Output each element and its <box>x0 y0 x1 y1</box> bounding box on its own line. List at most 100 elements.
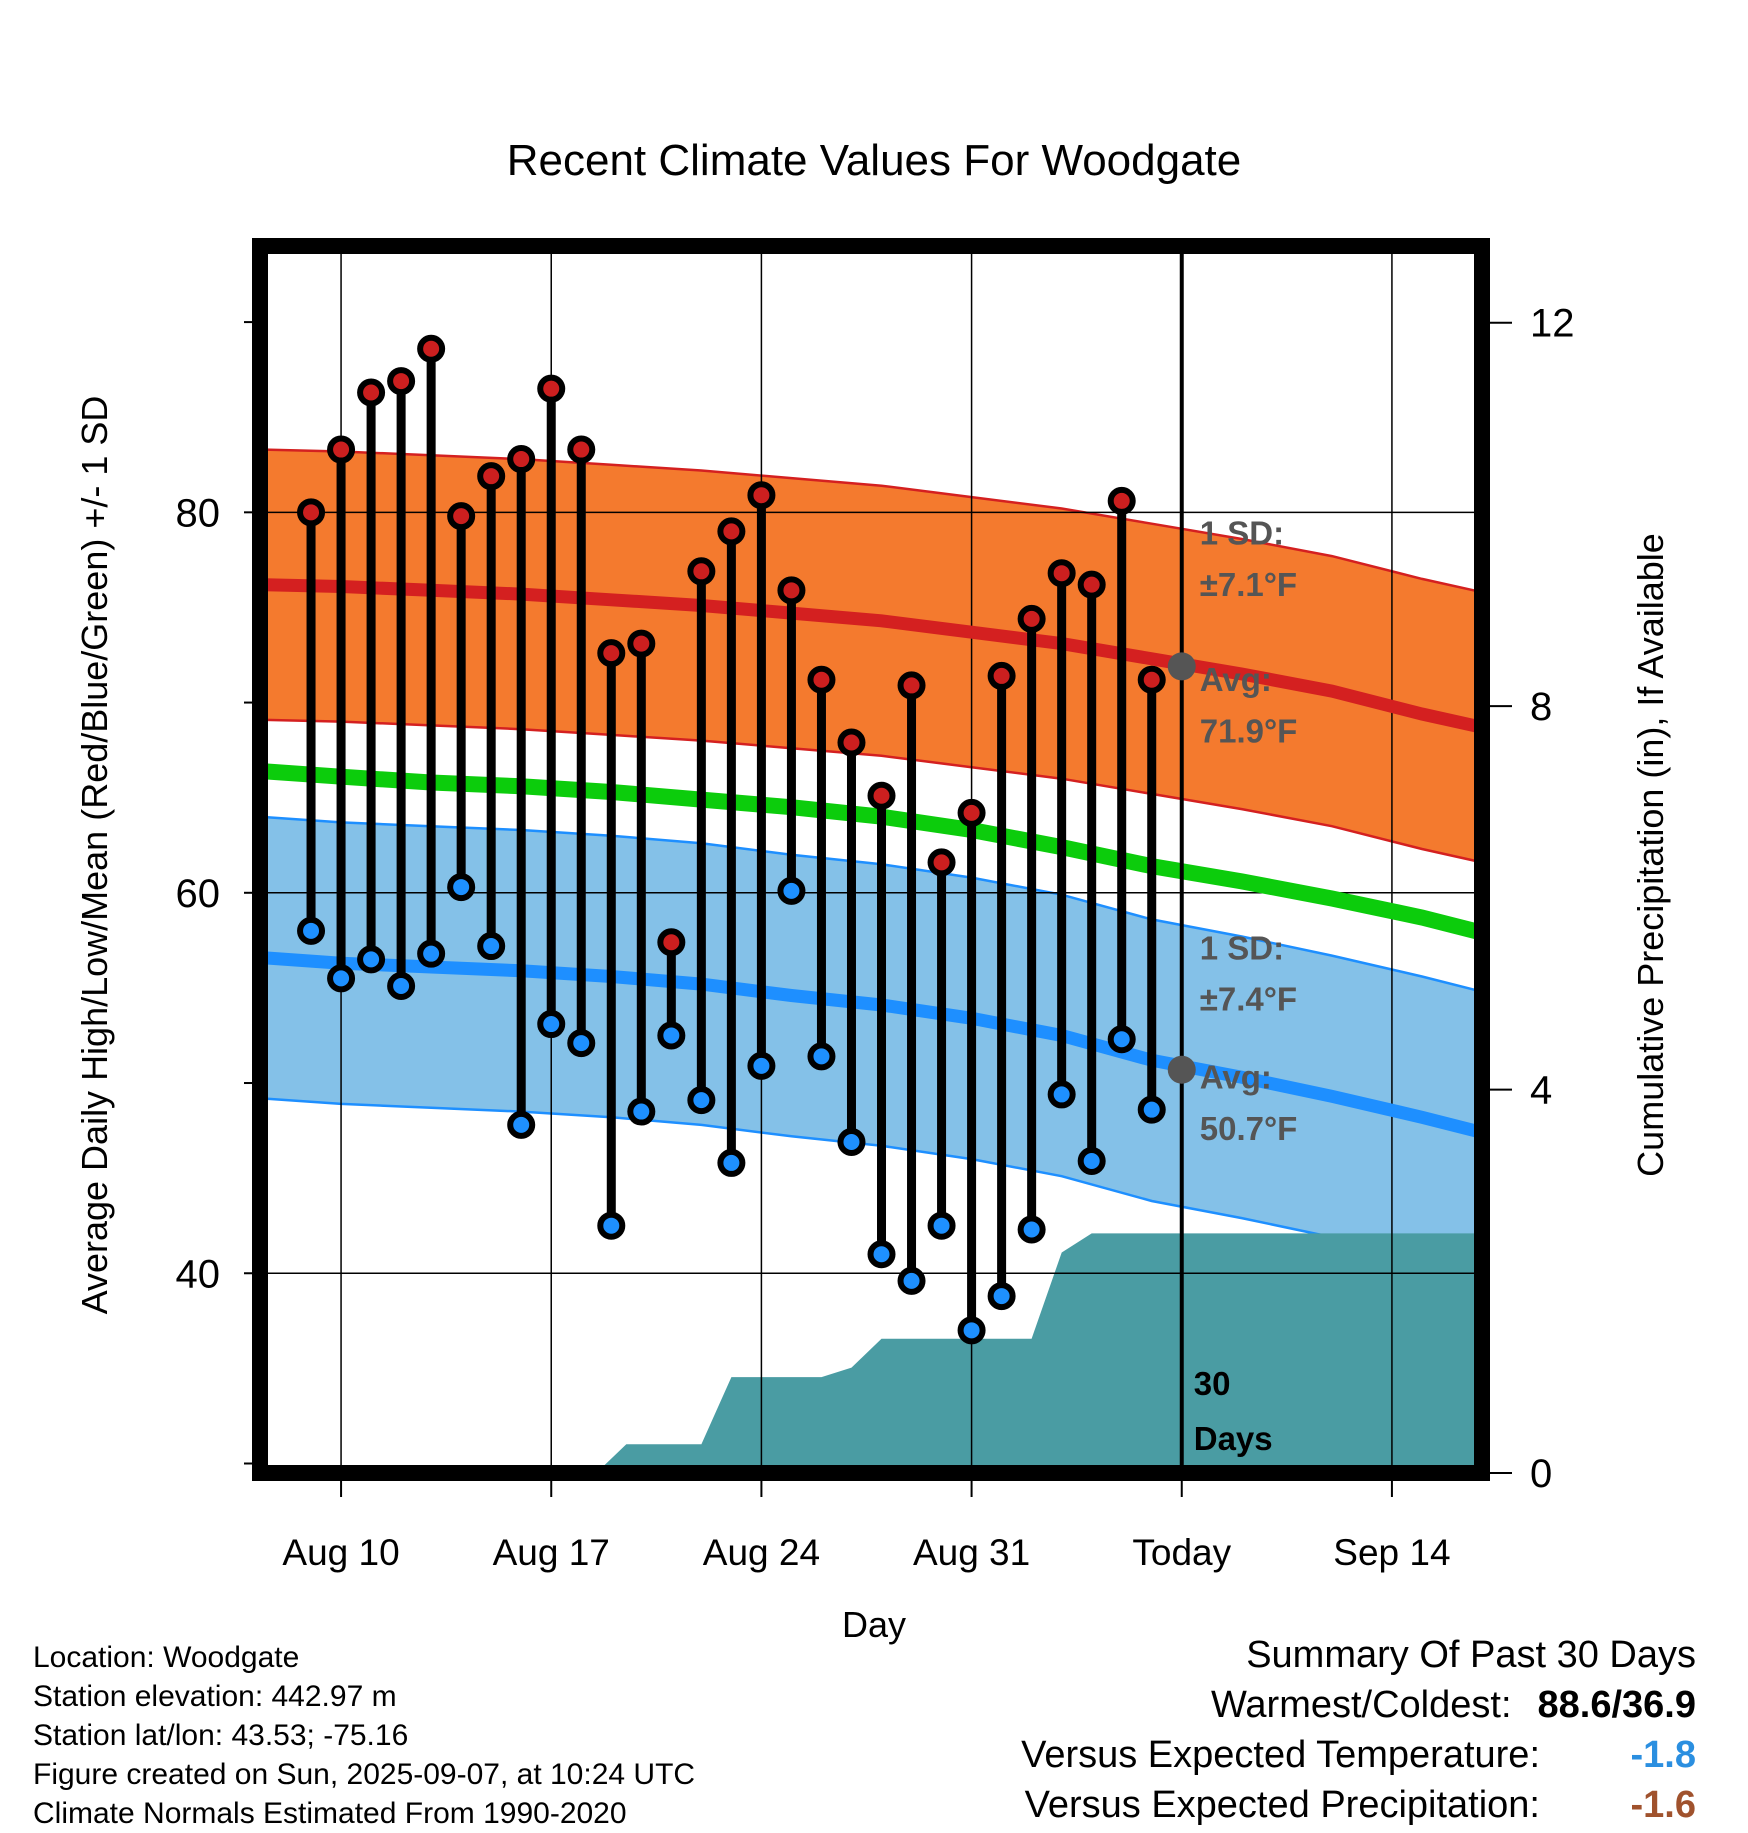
obs-low-point <box>327 964 356 993</box>
obs-high-point <box>507 445 536 474</box>
low-sd-label: 1 SD: <box>1200 929 1284 966</box>
x-tick-label: Aug 10 <box>282 1532 399 1573</box>
obs-low-point <box>987 1282 1016 1311</box>
days-word-label: Days <box>1194 1420 1273 1457</box>
low-avg-label: Avg: <box>1200 1059 1272 1096</box>
obs-low-point <box>1077 1147 1106 1176</box>
x-tick-label: Aug 31 <box>913 1532 1030 1573</box>
obs-low-point <box>687 1086 716 1115</box>
chart-title: Recent Climate Values For Woodgate <box>507 136 1242 185</box>
y2-tick-label: 0 <box>1530 1452 1552 1496</box>
y-tick-label: 40 <box>176 1252 221 1296</box>
summary-panel: Summary Of Past 30 Days Warmest/Coldest:… <box>1021 1630 1696 1830</box>
obs-low-point <box>417 939 446 968</box>
obs-low-point <box>627 1097 656 1126</box>
obs-low-point <box>807 1042 836 1071</box>
obs-high-point <box>867 781 896 810</box>
obs-high-point <box>1137 665 1166 694</box>
temp-value: -1.8 <box>1630 1734 1696 1776</box>
obs-high-point <box>357 378 386 407</box>
obs-high-point <box>747 481 776 510</box>
plot-area: 1 SD: ±7.1°F Avg: 71.9°F 1 SD: ±7.4°F Avg: 50.7… <box>176 238 1575 1573</box>
high-sd-band <box>260 449 1482 863</box>
latlon-text: Station lat/lon: 43.53; -75.16 <box>33 1719 409 1752</box>
obs-high-point <box>597 639 626 668</box>
low-sd-value: ±7.4°F <box>1200 981 1297 1018</box>
y2-axis-label: Cumulative Precipitation (in), If Availa… <box>1630 533 1671 1177</box>
obs-high-point <box>807 665 836 694</box>
obs-low-point <box>387 972 416 1001</box>
precip-label: Versus Expected Precipitation: <box>1024 1784 1540 1826</box>
obs-low-point <box>867 1240 896 1269</box>
temp-label: Versus Expected Temperature: <box>1021 1734 1540 1776</box>
summary-title: Summary Of Past 30 Days <box>1246 1634 1696 1676</box>
y2-tick-label: 8 <box>1530 685 1552 729</box>
obs-high-point <box>687 557 716 586</box>
today-high-avg-marker <box>1167 652 1196 681</box>
obs-low-point <box>957 1316 986 1345</box>
obs-high-point <box>567 435 596 464</box>
obs-low-point <box>1107 1025 1136 1054</box>
obs-high-point <box>417 334 446 363</box>
high-sd-upper-edge <box>259 448 1483 594</box>
obs-high-point <box>657 928 686 957</box>
precip-area <box>596 1233 1482 1473</box>
obs-low-point <box>567 1029 596 1058</box>
summary-warm-cold: Warmest/Coldest: 88.6/36.9 <box>1021 1680 1696 1730</box>
low-avg-value: 50.7°F <box>1200 1110 1298 1147</box>
obs-low-point <box>447 873 476 902</box>
obs-high-point <box>1107 486 1136 515</box>
obs-high-point <box>957 798 986 827</box>
obs-high-point <box>1017 604 1046 633</box>
obs-low-point <box>927 1211 956 1240</box>
y-axis-label: Average Daily High/Low/Mean (Red/Blue/Gr… <box>74 396 115 1315</box>
obs-low-point <box>657 1021 686 1050</box>
obs-high-point <box>477 462 506 491</box>
obs-high-point <box>777 576 806 605</box>
obs-high-point <box>927 848 956 877</box>
obs-low-point <box>837 1127 866 1156</box>
y-tick-label: 80 <box>176 491 221 535</box>
station-info: Location: Woodgate Station elevation: 44… <box>33 1638 695 1833</box>
obs-low-point <box>717 1148 746 1177</box>
y2-tick-label: 4 <box>1530 1069 1552 1113</box>
high-avg-value: 71.9°F <box>1200 713 1298 750</box>
obs-low-point <box>297 916 326 945</box>
warm-cold-label: Warmest/Coldest: <box>1210 1684 1512 1726</box>
obs-high-point <box>717 517 746 546</box>
x-axis-label: Day <box>842 1604 906 1645</box>
obs-high-point <box>1077 570 1106 599</box>
obs-low-point <box>507 1110 536 1139</box>
created-text: Figure created on Sun, 2025-09-07, at 10… <box>33 1758 696 1791</box>
days-count-label: 30 <box>1194 1365 1231 1402</box>
today-low-avg-marker <box>1167 1055 1196 1084</box>
precip-value: -1.6 <box>1630 1784 1696 1826</box>
obs-high-point <box>987 661 1016 690</box>
x-tick-label: Today <box>1132 1532 1231 1573</box>
obs-low-point <box>357 945 386 974</box>
obs-low-point <box>1137 1095 1166 1124</box>
x-tick-label: Aug 24 <box>703 1532 820 1573</box>
obs-low-point <box>597 1211 626 1240</box>
obs-low-point <box>1017 1215 1046 1244</box>
high-avg-label: Avg: <box>1200 661 1272 698</box>
x-tick-label: Aug 17 <box>493 1532 610 1573</box>
obs-high-point <box>897 671 926 700</box>
obs-low-point <box>747 1051 776 1080</box>
obs-low-point <box>897 1266 926 1295</box>
obs-high-point <box>297 498 326 527</box>
obs-low-point <box>477 932 506 961</box>
obs-low-point <box>777 876 806 905</box>
obs-high-point <box>387 367 416 396</box>
high-sd-value: ±7.1°F <box>1200 566 1297 603</box>
obs-low-point <box>537 1010 566 1039</box>
obs-high-point <box>1047 559 1076 588</box>
obs-high-point <box>627 629 656 658</box>
obs-high-point <box>327 435 356 464</box>
low-sd-band <box>260 816 1482 1274</box>
elevation-text: Station elevation: 442.97 m <box>33 1680 397 1713</box>
obs-high-point <box>447 502 476 531</box>
obs-high-point <box>837 728 866 757</box>
summary-temp: Versus Expected Temperature: -1.8 <box>1021 1730 1696 1780</box>
